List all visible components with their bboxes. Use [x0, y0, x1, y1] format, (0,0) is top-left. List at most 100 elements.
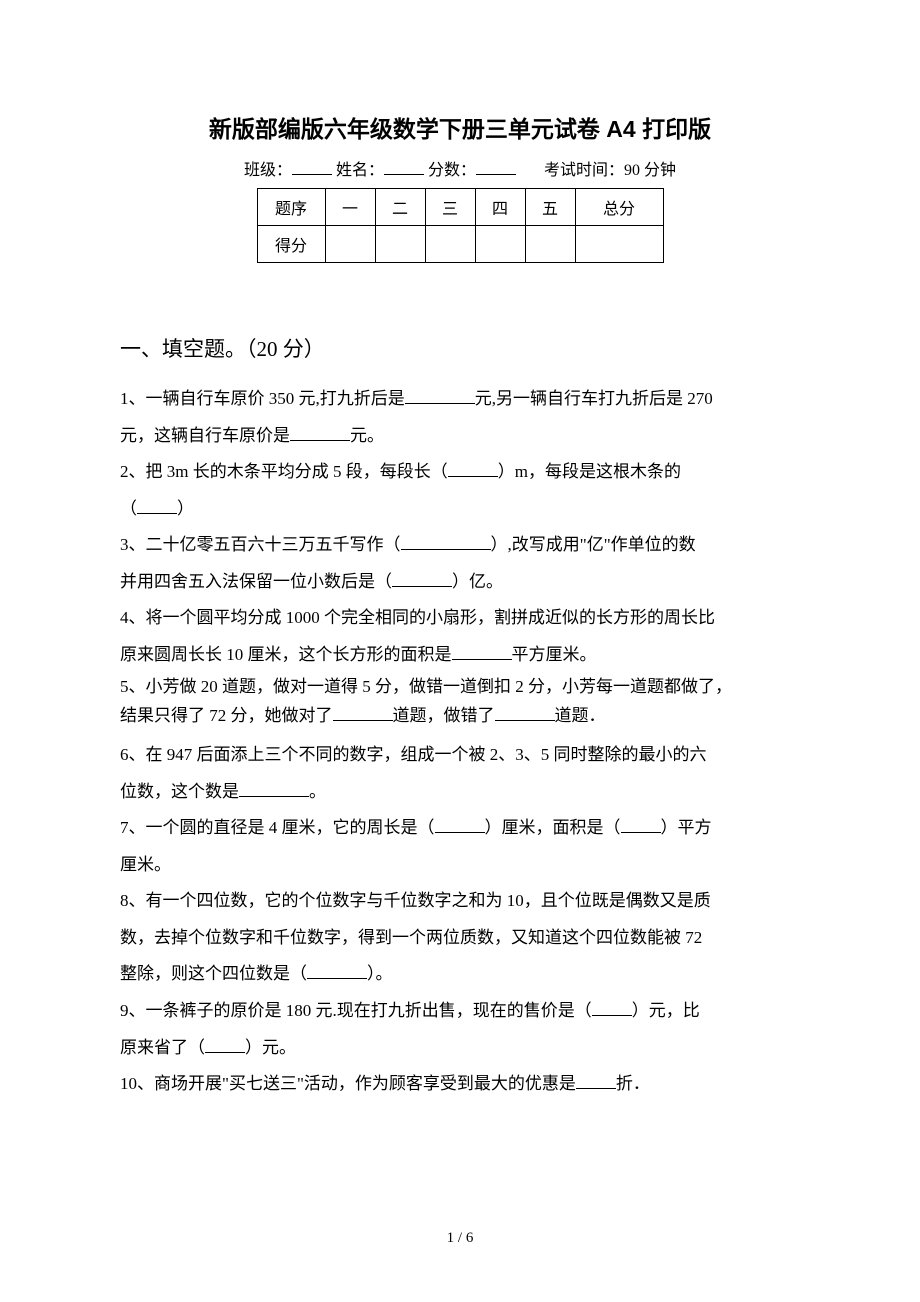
text: 原来省了（: [120, 1038, 205, 1057]
question-4-cont: 原来圆周长长 10 厘米，这个长方形的面积是 平方厘米。: [120, 637, 800, 674]
text: 道题．: [555, 706, 606, 725]
text: ）亿。: [452, 572, 503, 591]
name-label: 姓名：: [336, 162, 384, 179]
text: 3、二十亿零五百六十三万五千写作（: [120, 535, 401, 554]
table-score-row: 得分: [257, 226, 663, 263]
score-blank: [476, 159, 516, 175]
text: 结果只得了 72 分，她做对了: [120, 706, 333, 725]
text: ）m，每段是这根木条的: [498, 462, 681, 481]
text: 9、一条裤子的原价是 180 元.现在打九折出售，现在的售价是（: [120, 1001, 592, 1020]
text: ）元。: [245, 1038, 296, 1057]
blank: [495, 707, 555, 721]
blank: [239, 783, 309, 797]
time-label: 考试时间：90 分钟: [544, 162, 676, 179]
text: 整除，则这个四位数是（: [120, 964, 307, 983]
question-10: 10、商场开展"买七送三"活动，作为顾客享受到最大的优惠是 折．: [120, 1066, 800, 1103]
text: 道题，做错了: [393, 706, 495, 725]
blank: [576, 1075, 616, 1089]
question-2-cont: （）: [120, 491, 800, 528]
text: 5、小芳做 20 道题，做对一道得 5 分，做错一道倒扣 2 分，小芳每一道题都…: [120, 677, 732, 696]
question-6-cont: 位数，这个数是 。: [120, 774, 800, 811]
page-number: 1 / 6: [0, 1230, 920, 1247]
section-1-header: 一、填空题。（20 分）: [120, 333, 800, 363]
text: ）元，比: [632, 1001, 700, 1020]
text: 折．: [616, 1074, 650, 1093]
question-4: 4、将一个圆平均分成 1000 个完全相同的小扇形，割拼成近似的长方形的周长比: [120, 600, 800, 637]
table-header-row: 题序 一 二 三 四 五 总分: [257, 189, 663, 226]
question-7: 7、一个圆的直径是 4 厘米，它的周长是（ ）厘米，面积是（ ）平方: [120, 810, 800, 847]
text: ）,改写成用"亿"作单位的数: [491, 535, 696, 554]
blank: [205, 1039, 245, 1053]
question-5: 5、小芳做 20 道题，做对一道得 5 分，做错一道倒扣 2 分，小芳每一道题都…: [120, 673, 800, 702]
text: 元。: [350, 426, 384, 445]
table-cell: [475, 226, 525, 263]
text: 8、有一个四位数，它的个位数字与千位数字之和为 10，且个位既是偶数又是质: [120, 891, 711, 910]
blank: [307, 965, 367, 979]
table-header: 二: [375, 189, 425, 226]
blank: [621, 819, 661, 833]
text: 平方厘米。: [512, 645, 597, 664]
text: ）。: [367, 964, 393, 983]
question-9-cont: 原来省了（ ）元。: [120, 1030, 800, 1067]
text: 7、一个圆的直径是 4 厘米，它的周长是（: [120, 818, 435, 837]
text: （: [120, 499, 137, 518]
text: 2、把 3m 长的木条平均分成 5 段，每段长（: [120, 462, 448, 481]
blank: [592, 1002, 632, 1016]
table-header: 四: [475, 189, 525, 226]
text: ）厘米，面积是（: [485, 818, 621, 837]
name-blank: [384, 159, 424, 175]
text: 。: [309, 782, 326, 801]
text: 并用四舍五入法保留一位小数后是（: [120, 572, 392, 591]
blank: [448, 463, 498, 477]
question-9: 9、一条裤子的原价是 180 元.现在打九折出售，现在的售价是（ ）元，比: [120, 993, 800, 1030]
text: 6、在 947 后面添上三个不同的数字，组成一个被 2、3、5 同时整除的最小的…: [120, 745, 707, 764]
blank: [392, 573, 452, 587]
table-header: 五: [525, 189, 575, 226]
blank: [435, 819, 485, 833]
question-3: 3、二十亿零五百六十三万五千写作（ ）,改写成用"亿"作单位的数: [120, 527, 800, 564]
document-title: 新版部编版六年级数学下册三单元试卷 A4 打印版: [120, 110, 800, 144]
question-7-cont: 厘米。: [120, 847, 800, 884]
blank: [452, 646, 512, 660]
question-5-cont: 结果只得了 72 分，她做对了 道题，做错了 道题．: [120, 702, 800, 731]
table-header: 一: [325, 189, 375, 226]
question-8: 8、有一个四位数，它的个位数字与千位数字之和为 10，且个位既是偶数又是质: [120, 883, 800, 920]
blank: [401, 536, 491, 550]
question-3-cont: 并用四舍五入法保留一位小数后是（ ）亿。: [120, 564, 800, 601]
info-row: 班级： 姓名： 分数： 考试时间：90 分钟: [120, 156, 800, 180]
question-1: 1、一辆自行车原价 350 元,打九折后是 元,另一辆自行车打九折后是 270: [120, 381, 800, 418]
text: ）平方: [661, 818, 712, 837]
text: 数，去掉个位数字和千位数字，得到一个两位质数，又知道这个四位数能被 72: [120, 928, 702, 947]
blank: [290, 427, 350, 441]
question-6: 6、在 947 后面添上三个不同的数字，组成一个被 2、3、5 同时整除的最小的…: [120, 737, 800, 774]
table-cell: [375, 226, 425, 263]
question-1-cont: 元，这辆自行车原价是 元。: [120, 418, 800, 455]
text: 元，这辆自行车原价是: [120, 426, 290, 445]
question-8-cont1: 数，去掉个位数字和千位数字，得到一个两位质数，又知道这个四位数能被 72: [120, 920, 800, 957]
table-cell: [525, 226, 575, 263]
text: 原来圆周长长 10 厘米，这个长方形的面积是: [120, 645, 452, 664]
score-table: 题序 一 二 三 四 五 总分 得分: [257, 188, 664, 263]
table-cell: 得分: [257, 226, 325, 263]
class-label: 班级：: [244, 162, 292, 179]
table-cell: [425, 226, 475, 263]
text: 厘米。: [120, 855, 171, 874]
class-blank: [292, 159, 332, 175]
table-cell: [325, 226, 375, 263]
table-header: 总分: [575, 189, 663, 226]
blank: [405, 390, 475, 404]
text: 10、商场开展"买七送三"活动，作为顾客享受到最大的优惠是: [120, 1074, 576, 1093]
question-2: 2、把 3m 长的木条平均分成 5 段，每段长（ ）m，每段是这根木条的: [120, 454, 800, 491]
blank: [137, 500, 177, 514]
table-cell: [575, 226, 663, 263]
table-header: 题序: [257, 189, 325, 226]
blank: [333, 707, 393, 721]
score-label: 分数：: [428, 162, 476, 179]
table-header: 三: [425, 189, 475, 226]
text: 1、一辆自行车原价 350 元,打九折后是: [120, 389, 405, 408]
text: 元,另一辆自行车打九折后是 270: [475, 389, 713, 408]
text: 位数，这个数是: [120, 782, 239, 801]
question-8-cont2: 整除，则这个四位数是（ ）。: [120, 956, 800, 993]
text: 4、将一个圆平均分成 1000 个完全相同的小扇形，割拼成近似的长方形的周长比: [120, 608, 715, 627]
text: ）: [177, 499, 194, 518]
